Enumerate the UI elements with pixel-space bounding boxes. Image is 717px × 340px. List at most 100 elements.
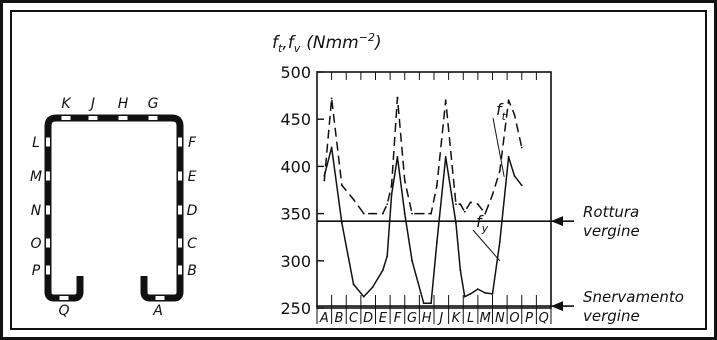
x-tick-label: F	[394, 311, 402, 326]
gauge-J	[87, 115, 99, 121]
section-label-K: K	[61, 96, 72, 112]
data-point-f_y	[463, 295, 466, 298]
reference-label-0: Rottura	[583, 203, 639, 221]
data-point-f_y	[362, 295, 365, 298]
gauge-E	[177, 170, 183, 182]
series-label-leader-f_t	[492, 117, 505, 177]
series-layer: ft fy	[323, 96, 523, 305]
gauge-A	[154, 295, 166, 301]
section-label-A: A	[152, 303, 163, 319]
data-point-f_y	[386, 255, 389, 257]
section-labels: K J H G L M N OP F E D CB Q A	[30, 96, 198, 319]
reference-label-1: Snervamento	[583, 288, 684, 306]
data-point-f_y	[403, 212, 406, 215]
x-tick-label: Q	[539, 311, 549, 326]
data-point-f_y	[513, 174, 516, 177]
data-point-f_t	[491, 193, 494, 196]
data-point-f_t	[403, 179, 406, 182]
gauge-N	[45, 204, 51, 216]
data-point-f_y	[381, 269, 384, 272]
reference-sublabel-1: vergine	[583, 307, 640, 325]
section-label-J: J	[88, 96, 95, 112]
x-tick-label: C	[349, 311, 359, 326]
gauge-O	[45, 237, 51, 249]
series-label-leader-f_y	[472, 229, 501, 262]
data-point-f_y	[411, 259, 413, 262]
x-tick-label: K	[452, 311, 462, 326]
inner-frame	[10, 10, 707, 330]
data-point-f_t	[323, 179, 326, 182]
data-point-f_t	[463, 210, 466, 213]
data-point-f_t	[469, 201, 472, 204]
gauge-C	[177, 237, 183, 249]
section-label-P: P	[32, 263, 41, 279]
data-point-f_t	[430, 212, 432, 215]
x-tick-label: H	[422, 311, 432, 326]
data-point-f_t	[520, 146, 523, 149]
data-point-f_t	[513, 113, 516, 116]
data-point-f_y	[430, 302, 432, 305]
data-point-f_y	[484, 291, 487, 294]
section-label-E: E	[188, 169, 197, 185]
data-point-f_t	[484, 212, 487, 215]
data-point-f_y	[390, 193, 393, 196]
data-point-f_y	[507, 156, 510, 158]
gauge-M	[45, 170, 51, 182]
gauge-B	[177, 264, 183, 276]
data-point-f_t	[371, 212, 374, 215]
data-point-f_y	[498, 241, 501, 243]
data-point-f_t	[381, 212, 384, 215]
y-tick-label: 350	[280, 205, 311, 224]
y-tick-label: 300	[280, 252, 311, 271]
y-tick-label: 450	[280, 110, 311, 129]
y-tick-label: 400	[280, 157, 311, 176]
section-label-L: L	[32, 135, 40, 151]
x-tick-label: J	[436, 311, 443, 326]
x-tick-label: B	[334, 311, 343, 326]
x-tick-label: G	[407, 311, 417, 326]
section-label-D: D	[187, 203, 198, 219]
data-point-f_y	[444, 156, 447, 158]
reference-arrowhead-0	[551, 216, 563, 227]
data-point-f_t	[411, 212, 413, 215]
data-point-f_t	[459, 203, 462, 206]
data-point-f_t	[386, 203, 389, 206]
y-axis-title: ft,fv (Nmm−2)	[272, 31, 382, 55]
section-label-N: N	[31, 203, 42, 219]
x-tick-label: L	[467, 311, 474, 326]
section-label-G: G	[148, 96, 159, 112]
x-tick-label: M	[480, 311, 491, 326]
data-point-f_t	[444, 99, 447, 102]
data-point-f_t	[436, 184, 438, 187]
data-point-f_y	[330, 146, 333, 149]
data-point-f_y	[323, 174, 326, 177]
section-label-M: M	[30, 169, 42, 185]
data-point-f_t	[476, 203, 479, 206]
section-label-F: F	[188, 135, 197, 151]
x-tick-label: A	[319, 311, 329, 326]
cross-section-diagram: K J H G L M N OP F E D CB Q A	[30, 96, 198, 319]
section-label-B: B	[187, 263, 197, 279]
data-point-f_y	[491, 292, 494, 295]
x-tick-label: P	[525, 311, 533, 326]
x-tick-label: D	[363, 311, 373, 326]
gauge-F	[177, 136, 183, 148]
data-point-f_y	[371, 286, 374, 289]
section-label-C: C	[187, 236, 197, 252]
data-point-f_t	[422, 212, 425, 215]
data-point-f_y	[422, 302, 425, 305]
data-point-f_t	[498, 170, 501, 173]
gauge-Q	[58, 295, 70, 301]
data-point-f_y	[520, 184, 523, 187]
reference-sublabel-0: vergine	[583, 222, 640, 240]
data-point-f_t	[507, 99, 510, 102]
y-tick-label: 250	[280, 299, 311, 318]
data-point-f_y	[455, 222, 457, 224]
section-label-O: O	[30, 236, 41, 252]
y-tick-label: 500	[280, 63, 311, 82]
